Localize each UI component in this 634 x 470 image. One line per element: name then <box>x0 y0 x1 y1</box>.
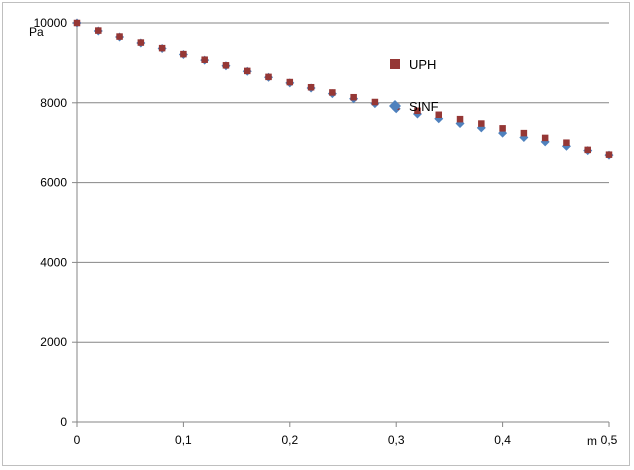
y-tick-label: 4000 <box>40 255 67 269</box>
y-tick-label: 2000 <box>40 335 67 349</box>
axes <box>76 23 609 423</box>
x-tick-label: 0,5 <box>601 433 618 447</box>
x-tick-label: 0,1 <box>175 433 192 447</box>
y-axis-label: Pa <box>29 25 44 39</box>
y-tick-label: 8000 <box>40 96 67 110</box>
legend-label-uph: UPH <box>409 57 436 72</box>
uph-point <box>478 120 485 127</box>
y-tick-label: 10000 <box>34 16 68 30</box>
x-axis-label: m <box>587 434 597 448</box>
uph-point <box>286 78 294 86</box>
x-tick-label: 0,3 <box>388 433 405 447</box>
y-tick-label: 6000 <box>40 176 67 190</box>
uph-point <box>435 111 443 119</box>
uph-point <box>350 93 357 101</box>
uph-point <box>605 151 613 158</box>
uph-point <box>584 146 591 154</box>
x-tick-label: 0,2 <box>281 433 298 447</box>
legend: UPH SINF <box>389 57 439 114</box>
legend-label-sinf: SINF <box>409 99 439 114</box>
chart-frame: 0 2000 4000 6000 8000 10000 0 0,1 0,2 0,3 0,4 0,5 … <box>2 2 630 466</box>
uph-point <box>541 134 549 142</box>
uph-point <box>137 39 145 46</box>
uph-point <box>456 115 464 123</box>
uph-point <box>95 27 102 34</box>
x-tick-label: 0,4 <box>494 433 511 447</box>
uph-point <box>371 98 379 106</box>
data-points <box>72 18 614 160</box>
x-tick-label: 0 <box>74 433 81 447</box>
uph-point <box>116 33 123 40</box>
legend-marker-uph <box>390 59 400 69</box>
uph-point <box>499 125 506 132</box>
sinf-point <box>498 128 508 138</box>
gridlines <box>72 22 610 427</box>
y-tick-label: 0 <box>60 415 67 429</box>
uph-point <box>265 73 272 81</box>
uph-point <box>520 129 528 137</box>
uph-point <box>563 139 570 146</box>
uph-point <box>329 89 336 96</box>
uph-point <box>222 62 230 69</box>
uph-point <box>158 44 166 52</box>
uph-point <box>180 50 187 58</box>
y-tick-labels: 0 2000 4000 6000 8000 10000 <box>34 16 68 429</box>
uph-point <box>201 56 208 63</box>
uph-point <box>73 19 81 27</box>
legend-marker-sinf <box>389 100 401 112</box>
x-tick-labels: 0 0,1 0,2 0,3 0,4 0,5 <box>74 433 618 447</box>
uph-point <box>307 83 315 91</box>
uph-point <box>243 67 251 75</box>
uph-point <box>414 107 421 115</box>
